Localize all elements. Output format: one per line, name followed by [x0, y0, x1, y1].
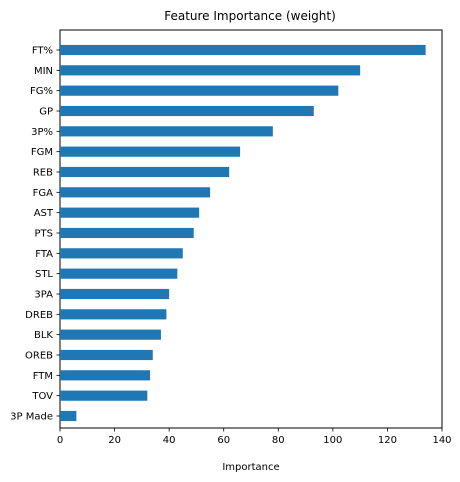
y-tick-label-fga: FGA [33, 188, 54, 199]
bar-stl [60, 268, 178, 279]
bar-blk [60, 329, 161, 340]
bar-oreb [60, 349, 153, 361]
x-ticks: 0 20 40 60 80 100 120 140 [57, 428, 452, 446]
y-tick-label-ast: AST [34, 208, 54, 219]
bar-3p-made [60, 410, 77, 422]
bar-tov [60, 390, 148, 401]
y-tick-label-fta: FTA [35, 249, 53, 260]
bar-fgm [60, 146, 241, 157]
y-tick-label-ft: FT% [32, 46, 53, 57]
bars-group [60, 44, 426, 422]
x-tick-label-40: 40 [163, 435, 176, 446]
y-tick-label-stl: STL [35, 269, 53, 280]
x-tick-label-120: 120 [378, 435, 397, 446]
y-tick-label-gp: GP [39, 107, 53, 118]
bar-fta [60, 248, 183, 259]
y-tick-label-pts: PTS [35, 229, 54, 240]
y-tick-label-min: MIN [34, 66, 53, 77]
bar-gp [60, 105, 314, 117]
y-tick-label-dreb: DREB [25, 310, 53, 321]
bar-pts [60, 227, 194, 239]
bar-min [60, 65, 361, 76]
chart-title: Feature Importance (weight) [164, 9, 336, 23]
x-tick-label-140: 140 [432, 435, 451, 446]
y-tick-labels: FT% MIN FG% GP 3P% FGM REB FGA AST PTS FTA STL 3PA DR… [10, 46, 60, 423]
y-tick-label-3p-made: 3P Made [10, 412, 53, 423]
y-tick-label-3pa: 3PA [34, 290, 53, 301]
bar-fg [60, 85, 339, 96]
y-tick-label-ftm: FTM [33, 371, 53, 382]
y-tick-label-fgm: FGM [31, 147, 53, 158]
y-tick-label-reb: REB [33, 168, 53, 179]
y-tick-label-blk: BLK [34, 330, 53, 341]
bar-dreb [60, 309, 167, 320]
bar-ast [60, 207, 200, 218]
bar-ftm [60, 370, 151, 381]
bar-3p [60, 126, 273, 137]
bar-reb [60, 166, 230, 178]
bar-fga [60, 187, 211, 198]
x-tick-label-100: 100 [323, 435, 342, 446]
x-tick-label-0: 0 [57, 435, 63, 446]
x-tick-label-60: 60 [217, 435, 230, 446]
bar-ft [60, 44, 426, 56]
y-tick-label-oreb: OREB [25, 351, 53, 362]
y-tick-label-fg: FG% [30, 86, 53, 97]
x-axis-title: Importance [222, 462, 279, 473]
x-tick-label-80: 80 [272, 435, 285, 446]
y-tick-label-3p: 3P% [31, 127, 53, 138]
bar-3pa [60, 288, 170, 300]
x-tick-label-20: 20 [108, 435, 121, 446]
y-tick-label-tov: TOV [31, 391, 53, 402]
